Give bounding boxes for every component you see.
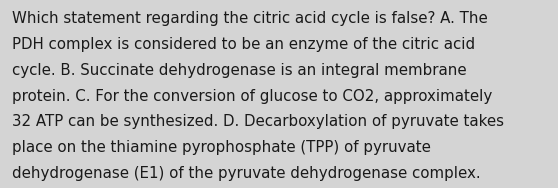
Text: 32 ATP can be synthesized. D. Decarboxylation of pyruvate takes: 32 ATP can be synthesized. D. Decarboxyl… — [12, 114, 504, 129]
Text: cycle. B. Succinate dehydrogenase is an integral membrane: cycle. B. Succinate dehydrogenase is an … — [12, 63, 467, 78]
Text: Which statement regarding the citric acid cycle is false? A. The: Which statement regarding the citric aci… — [12, 11, 488, 26]
Text: PDH complex is considered to be an enzyme of the citric acid: PDH complex is considered to be an enzym… — [12, 37, 475, 52]
Text: protein. C. For the conversion of glucose to CO2, approximately: protein. C. For the conversion of glucos… — [12, 89, 493, 104]
Text: place on the thiamine pyrophosphate (TPP) of pyruvate: place on the thiamine pyrophosphate (TPP… — [12, 140, 431, 155]
Text: dehydrogenase (E1) of the pyruvate dehydrogenase complex.: dehydrogenase (E1) of the pyruvate dehyd… — [12, 166, 481, 181]
